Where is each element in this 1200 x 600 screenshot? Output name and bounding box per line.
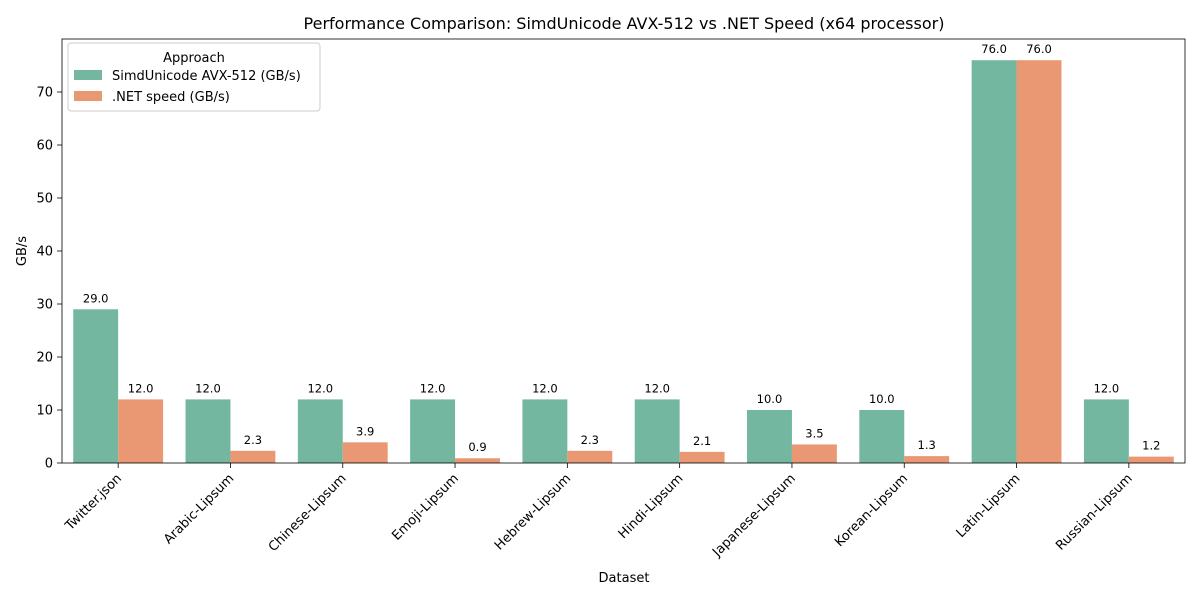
legend-items: SimdUnicode AVX-512 (GB/s) .NET speed (GB… <box>74 69 301 105</box>
bar-series-1-6 <box>791 444 837 463</box>
bar-value-label: 0.9 <box>468 440 486 454</box>
y-tick-label: 60 <box>36 139 53 154</box>
legend-title: Approach <box>163 51 225 66</box>
bar-value-label: 1.2 <box>1142 439 1160 453</box>
bar-series-1-7 <box>904 456 950 463</box>
legend-box <box>67 42 321 112</box>
x-tick-label: Latin-Lipsum <box>954 471 1024 541</box>
bar-value-label: 12.0 <box>1094 381 1120 395</box>
legend-entry: .NET speed (GB/s) <box>112 90 230 105</box>
x-tick-label: Korean-Lipsum <box>832 471 911 550</box>
bar-value-label: 3.9 <box>356 424 374 438</box>
bar-value-label: 2.3 <box>244 433 262 447</box>
bar-value-label: 12.0 <box>307 381 333 395</box>
bar-series-0-1 <box>185 399 231 463</box>
bar-series-1-8 <box>1016 60 1062 463</box>
legend: Approach SimdUnicode AVX-512 (GB/s) .NET … <box>67 42 321 112</box>
bar-series-0-4 <box>522 399 568 463</box>
bars-group <box>73 60 1174 463</box>
bar-series-0-2 <box>297 399 343 463</box>
y-axis-label: GB/s <box>15 236 30 266</box>
y-tick-label: 40 <box>36 245 53 260</box>
bar-value-label: 12.0 <box>644 381 670 395</box>
bar-value-label: 2.1 <box>693 434 711 448</box>
bar-series-1-5 <box>679 451 725 463</box>
bar-series-1-3 <box>455 458 500 463</box>
y-tick-label: 70 <box>36 86 53 101</box>
x-tick-label: Hebrew-Lipsum <box>492 471 574 553</box>
bar-series-0-8 <box>971 60 1017 463</box>
bar-series-1-4 <box>567 450 613 463</box>
bar-value-label: 76.0 <box>1026 42 1052 56</box>
x-tick-label: Chinese-Lipsum <box>266 471 350 555</box>
x-tick-label: Hindi-Lipsum <box>616 471 687 542</box>
y-tick-label: 0 <box>45 457 53 472</box>
x-tick-label: Twitter.json <box>62 471 125 534</box>
bar-series-0-3 <box>410 399 456 463</box>
bar-value-label: 12.0 <box>420 381 446 395</box>
x-tick-label: Arabic-Lipsum <box>161 471 237 547</box>
bar-labels-group: 29.0 12.0 12.0 12.0 12.0 12.0 10.0 10.0 76.0 12.0… <box>83 42 1161 454</box>
x-tick-label: Emoji-Lipsum <box>389 471 462 544</box>
y-axis: 0 10 20 30 40 50 60 70 <box>36 86 62 472</box>
bar-value-label: 12.0 <box>532 381 558 395</box>
bar-value-label: 3.5 <box>805 426 823 440</box>
bar-series-0-7 <box>859 410 905 463</box>
bar-value-label: 12.0 <box>195 381 221 395</box>
bar-series-0-9 <box>1083 399 1129 463</box>
legend-swatch <box>74 91 102 101</box>
bar-series-0-6 <box>747 410 792 463</box>
bar-value-label: 10.0 <box>869 392 895 406</box>
y-tick-label: 20 <box>36 351 53 366</box>
bar-value-label: 2.3 <box>581 433 599 447</box>
bar-series-0-5 <box>634 399 680 463</box>
bar-value-label: 29.0 <box>83 291 109 305</box>
y-tick-label: 30 <box>36 298 53 313</box>
bar-series-0-0 <box>73 309 119 463</box>
x-axis-label: Dataset <box>599 571 650 586</box>
y-tick-label: 10 <box>36 404 53 419</box>
bar-value-label: 1.3 <box>918 438 936 452</box>
bar-series-1-2 <box>342 442 388 463</box>
chart-title: Performance Comparison: SimdUnicode AVX-… <box>304 14 945 33</box>
legend-entry: SimdUnicode AVX-512 (GB/s) <box>112 69 301 84</box>
x-axis: Twitter.json Arabic-Lipsum Chinese-Lipsum E… <box>62 463 1136 561</box>
bar-value-label: 12.0 <box>128 381 154 395</box>
bar-series-1-1 <box>230 450 276 463</box>
bar-series-1-9 <box>1128 456 1174 463</box>
bar-series-1-0 <box>118 399 164 463</box>
x-tick-label: Russian-Lipsum <box>1053 471 1135 553</box>
bar-value-label: 10.0 <box>757 392 783 406</box>
x-tick-label: Japanese-Lipsum <box>709 471 798 560</box>
legend-swatch <box>74 70 102 80</box>
bar-value-label: 76.0 <box>981 42 1007 56</box>
y-tick-label: 50 <box>36 192 53 207</box>
